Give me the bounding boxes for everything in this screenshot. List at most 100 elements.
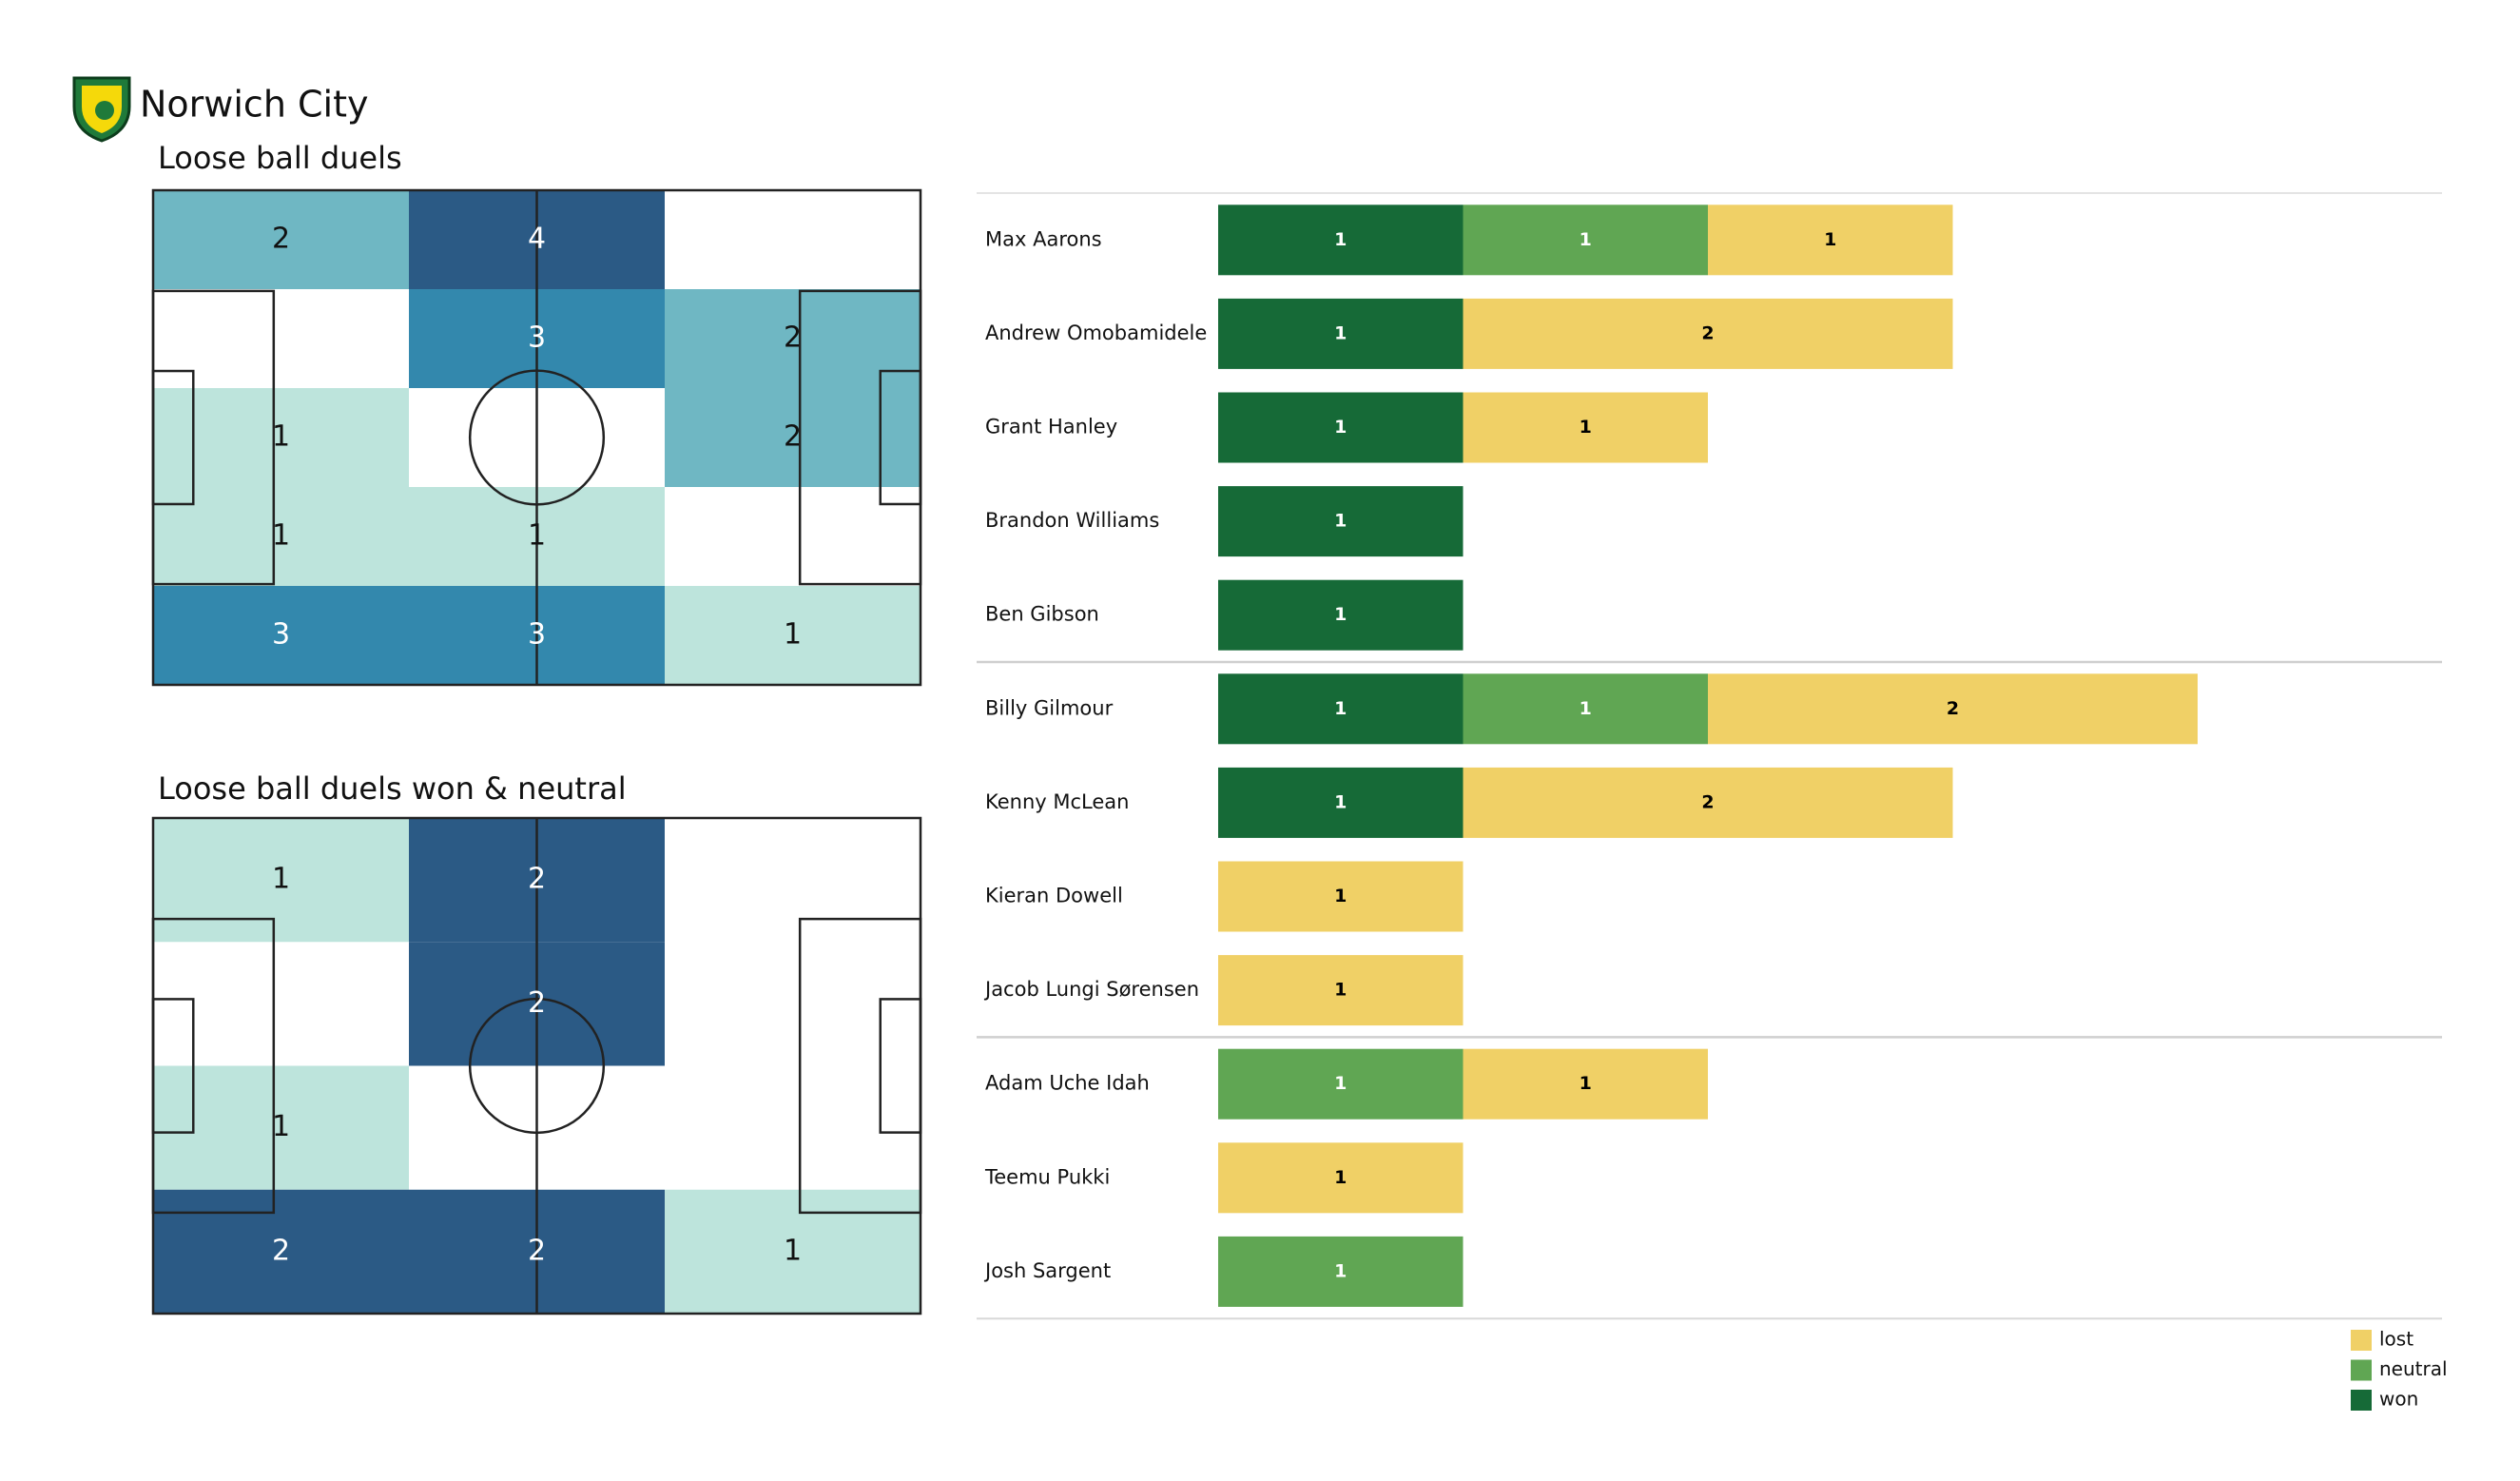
bar-label: 1 bbox=[1334, 417, 1347, 438]
player-name: Josh Sargent bbox=[983, 1259, 1111, 1282]
bar-segment bbox=[1218, 861, 1464, 932]
legend-label: lost bbox=[2379, 1328, 2413, 1351]
bar-label: 1 bbox=[1334, 1167, 1347, 1188]
heatmap-title: Loose ball duels bbox=[158, 140, 402, 176]
bar-segment bbox=[1218, 298, 1464, 369]
player-name: Brandon Williams bbox=[985, 509, 1159, 532]
bar-segment bbox=[1218, 205, 1464, 276]
legend-swatch bbox=[2351, 1359, 2372, 1381]
player-name: Kenny McLean bbox=[985, 790, 1129, 813]
bar-label: 1 bbox=[1334, 1260, 1347, 1281]
cell-label: 3 bbox=[272, 618, 290, 652]
heatmap-cell bbox=[153, 586, 409, 685]
penalty-box bbox=[798, 917, 922, 1215]
six-yard-box bbox=[151, 998, 195, 1134]
cell-label: 1 bbox=[784, 1234, 802, 1267]
player-name: Andrew Omobamidele bbox=[985, 322, 1207, 344]
cell-label: 2 bbox=[528, 863, 546, 896]
legend-swatch bbox=[2351, 1330, 2372, 1351]
player-name: Grant Hanley bbox=[985, 416, 1117, 438]
bar-label: 1 bbox=[1334, 1073, 1347, 1094]
bar-label: 2 bbox=[1701, 791, 1714, 812]
heatmap-cell bbox=[665, 388, 921, 487]
bar-label: 1 bbox=[1334, 604, 1347, 625]
bar-label: 1 bbox=[1580, 229, 1592, 250]
cell-label: 2 bbox=[272, 223, 290, 256]
player-name: Kieran Dowell bbox=[985, 885, 1123, 907]
bar-segment bbox=[1463, 673, 1708, 745]
bar-label: 1 bbox=[1334, 229, 1347, 250]
cell-label: 3 bbox=[528, 618, 546, 652]
heatmap-cell bbox=[153, 388, 409, 487]
bar-segment bbox=[1218, 955, 1464, 1026]
player-name: Jacob Lungi Sørensen bbox=[983, 978, 1199, 1001]
heatmap-cell bbox=[153, 1189, 409, 1314]
bar-segment bbox=[1218, 1236, 1464, 1307]
bar-segment bbox=[1463, 298, 1953, 369]
bar-segment bbox=[1218, 673, 1464, 745]
player-name: Adam Uche Idah bbox=[985, 1072, 1150, 1095]
heatmap-title: Loose ball duels won & neutral bbox=[158, 770, 627, 807]
cell-label: 2 bbox=[784, 322, 802, 355]
legend-swatch bbox=[2351, 1390, 2372, 1411]
cell-label: 1 bbox=[784, 618, 802, 652]
heatmap-cell bbox=[153, 818, 409, 943]
cell-label: 3 bbox=[528, 322, 546, 355]
player-name: Billy Gilmour bbox=[985, 696, 1114, 719]
bar-segment bbox=[1218, 1048, 1464, 1120]
cell-label: 2 bbox=[528, 986, 546, 1020]
bar-segment bbox=[1218, 392, 1464, 463]
heatmap-cell bbox=[153, 190, 409, 289]
bar-label: 1 bbox=[1334, 791, 1347, 812]
player-name: Max Aarons bbox=[985, 227, 1102, 250]
bar-label: 1 bbox=[1334, 511, 1347, 532]
heatmap-cell bbox=[665, 586, 921, 685]
page-title: Norwich City bbox=[140, 84, 368, 126]
centre-circle bbox=[468, 997, 606, 1135]
cell-label: 1 bbox=[272, 420, 290, 454]
bar-segment bbox=[1218, 579, 1464, 651]
player-name: Teemu Pukki bbox=[984, 1165, 1110, 1188]
bar-segment bbox=[1463, 392, 1708, 463]
bar-segment bbox=[1463, 1048, 1708, 1120]
club-logo bbox=[72, 76, 131, 143]
bar-label: 1 bbox=[1580, 698, 1592, 719]
legend-label: won bbox=[2379, 1388, 2418, 1411]
cell-label: 2 bbox=[528, 1234, 546, 1267]
bar-label: 2 bbox=[1947, 698, 1959, 719]
logo-bird bbox=[95, 101, 114, 120]
bar-label: 1 bbox=[1334, 886, 1347, 906]
cell-label: 1 bbox=[272, 1110, 290, 1143]
cell-label: 1 bbox=[528, 519, 546, 553]
heatmap-cell bbox=[153, 487, 409, 586]
bar-label: 1 bbox=[1334, 980, 1347, 1001]
cell-label: 4 bbox=[528, 223, 546, 256]
bar-label: 2 bbox=[1701, 322, 1714, 343]
heatmap-cell bbox=[665, 1189, 921, 1314]
bar-segment bbox=[1463, 205, 1708, 276]
heatmap-cell bbox=[665, 289, 921, 388]
centre-circle bbox=[468, 369, 606, 506]
bar-segment bbox=[1218, 486, 1464, 557]
bar-segment bbox=[1708, 205, 1953, 276]
six-yard-box bbox=[879, 998, 922, 1134]
cell-label: 1 bbox=[272, 863, 290, 896]
bar-segment bbox=[1708, 673, 2198, 745]
cell-label: 1 bbox=[272, 519, 290, 553]
bar-label: 1 bbox=[1824, 229, 1836, 250]
bar-label: 1 bbox=[1334, 322, 1347, 343]
bar-segment bbox=[1218, 1142, 1464, 1214]
heatmap-cell bbox=[153, 1065, 409, 1190]
six-yard-box bbox=[151, 369, 195, 506]
cell-label: 2 bbox=[272, 1234, 290, 1267]
cell-label: 2 bbox=[784, 420, 802, 454]
bar-segment bbox=[1218, 767, 1464, 838]
bar-label: 1 bbox=[1580, 1073, 1592, 1094]
bar-label: 1 bbox=[1334, 698, 1347, 719]
six-yard-box bbox=[879, 369, 922, 506]
bar-label: 1 bbox=[1580, 417, 1592, 438]
player-name: Ben Gibson bbox=[985, 603, 1099, 626]
bar-segment bbox=[1463, 767, 1953, 838]
